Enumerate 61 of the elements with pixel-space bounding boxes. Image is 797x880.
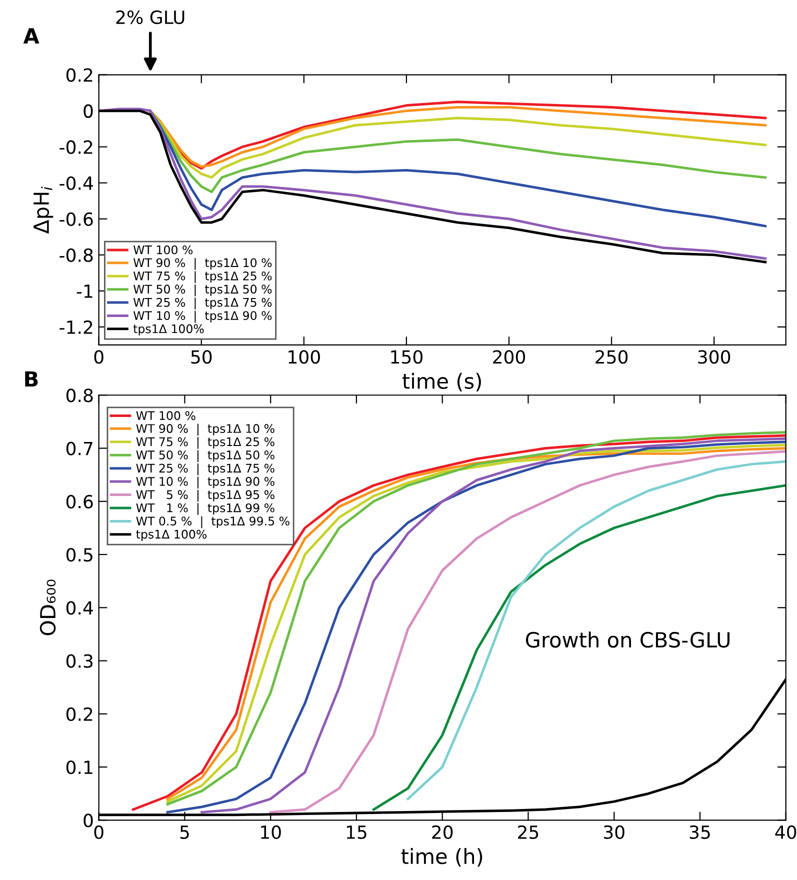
x-tick-label: 15 — [346, 826, 366, 839]
x-tick-label: 30 — [604, 825, 624, 839]
legend-label: WT 25 % | tps1Δ 75 % — [133, 298, 272, 310]
chart-title: B — [25, 371, 38, 387]
x-axis-title: time (h) — [401, 848, 482, 867]
x-tick-label: 100 — [288, 350, 320, 364]
line-series — [406, 460, 786, 800]
text: 2% GLU — [116, 10, 184, 24]
line-series — [148, 110, 767, 228]
x-tick-label: 0 — [94, 825, 104, 839]
legend-label: WT 0.5 % | tps1Δ 99.5 % — [136, 516, 290, 528]
legend-label: WT 75 % | tps1Δ 25 % — [136, 437, 274, 449]
legend-label: WT 50 % | tps1Δ 50 % — [133, 284, 272, 296]
legend-label: WT 75 % | tps1Δ 25 % — [133, 271, 272, 284]
line-series — [372, 484, 786, 811]
x-axis-title: time (s) — [402, 372, 481, 392]
legend-label: WT 90 % | tps1Δ 10 % — [136, 424, 274, 436]
y-tick-label: 0 — [84, 814, 93, 828]
x-tick-label: 35 — [690, 825, 710, 839]
x-tick-label: 250 — [596, 350, 628, 364]
annotation: Growth on CBS-GLU — [526, 632, 730, 648]
x-tick-label: 25 — [518, 825, 538, 839]
y-tick-label: 0.4 — [66, 601, 93, 615]
y-tick-label: -0.8 — [60, 248, 93, 262]
x-tick-label: 20 — [432, 825, 453, 839]
x-tick-label: 300 — [698, 350, 730, 364]
legend-label: tps1Δ 100% — [133, 324, 204, 336]
y-tick-label: -0.4 — [60, 176, 93, 190]
y-tick-label: 0.6 — [66, 494, 93, 508]
legend-label: WT 5 % | tps1Δ 95 % — [136, 490, 274, 502]
y-tick-label: 0.3 — [66, 654, 93, 668]
legend-label: WT 100 % — [136, 411, 196, 420]
y-tick-label: 0.2 — [66, 68, 92, 82]
x-tick-label: 50 — [191, 350, 212, 364]
y-axis-title: OD₆₀₀ — [40, 580, 56, 636]
legend-label: WT 1 % | tps1Δ 99 % — [136, 503, 274, 515]
y-axis-title: ΔpH$_{i}$ — [34, 186, 54, 234]
y-tick-label: 0.5 — [66, 548, 92, 562]
legend-label: WT 25 % | tps1Δ 75 % — [136, 463, 274, 476]
y-tick-label: 0.8 — [66, 388, 93, 402]
legend-label: tps1Δ 100% — [136, 530, 207, 541]
y-tick-label: -0.2 — [60, 140, 92, 154]
legend-label: WT 10 % | tps1Δ 90 % — [136, 476, 274, 488]
y-tick-label: 0.1 — [66, 760, 92, 774]
chart-title: A — [23, 28, 40, 44]
x-tick-label: 10 — [261, 825, 281, 839]
x-tick-label: 150 — [391, 350, 422, 364]
y-tick-label: 0.7 — [66, 442, 92, 456]
legend-label: WT 10 % | tps1Δ 90 % — [133, 310, 272, 323]
x-tick-label: 40 — [775, 825, 796, 839]
y-tick-label: 0.2 — [66, 707, 92, 722]
legend-label: WT 90 % | tps1Δ 10 % — [133, 258, 272, 270]
y-tick-label: -1.2 — [60, 320, 92, 334]
legend-label: WT 50 % | tps1Δ 50 % — [136, 450, 274, 462]
x-tick-label: 5 — [180, 826, 189, 839]
y-tick-label: -1 — [76, 284, 92, 298]
legend-label: WT 100 % — [133, 245, 193, 254]
y-tick-label: 0 — [84, 104, 93, 118]
x-tick-label: 0 — [94, 350, 104, 364]
x-tick-label: 200 — [493, 350, 526, 364]
y-tick-label: -0.6 — [60, 212, 93, 226]
